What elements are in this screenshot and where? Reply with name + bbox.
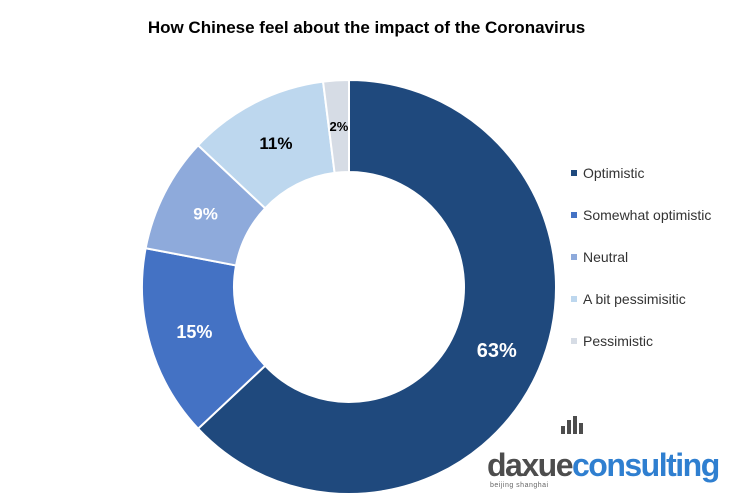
- legend-label: A bit pessimisitic: [583, 291, 686, 307]
- slice-pessimistic: [321, 78, 350, 175]
- daxue-consulting-logo: daxueconsulting beijing shanghai: [487, 416, 727, 494]
- legend-label: Neutral: [583, 249, 629, 265]
- chart-legend: Optimistic Somewhat optimistic Neutral A bi…: [571, 152, 711, 362]
- slice-label-somewhat-optimistic: 15%: [176, 322, 212, 342]
- legend-item-optimistic: Optimistic: [571, 152, 711, 194]
- chart-title: How Chinese feel about the impact of the…: [147, 18, 586, 37]
- slice-label-pessimistic: 2%: [329, 119, 348, 134]
- legend-swatch: [571, 254, 577, 260]
- slice-label-optimistic: 63%: [477, 340, 517, 362]
- legend-item-somewhat-optimistic: Somewhat optimistic: [571, 194, 711, 236]
- slice-label-neutral: 9%: [193, 204, 218, 223]
- legend-label: Pessimistic: [583, 333, 654, 349]
- logo-subtitle: beijing shanghai: [490, 482, 549, 489]
- legend-item-neutral: Neutral: [571, 236, 711, 278]
- legend-item-pessimistic: Pessimistic: [571, 320, 711, 362]
- legend-swatch: [571, 170, 577, 176]
- legend-swatch: [571, 338, 577, 344]
- legend-label: Somewhat optimistic: [583, 207, 712, 223]
- legend-label: Optimistic: [583, 165, 645, 181]
- slice-optimistic: [196, 78, 557, 495]
- legend-swatch: [571, 296, 577, 302]
- slice-label-a-bit-pessimistic: 11%: [259, 134, 292, 153]
- legend-swatch: [571, 212, 577, 218]
- legend-item-a-bit-pessimistic: A bit pessimisitic: [571, 278, 711, 320]
- logo-wordmark: daxueconsulting: [487, 447, 720, 483]
